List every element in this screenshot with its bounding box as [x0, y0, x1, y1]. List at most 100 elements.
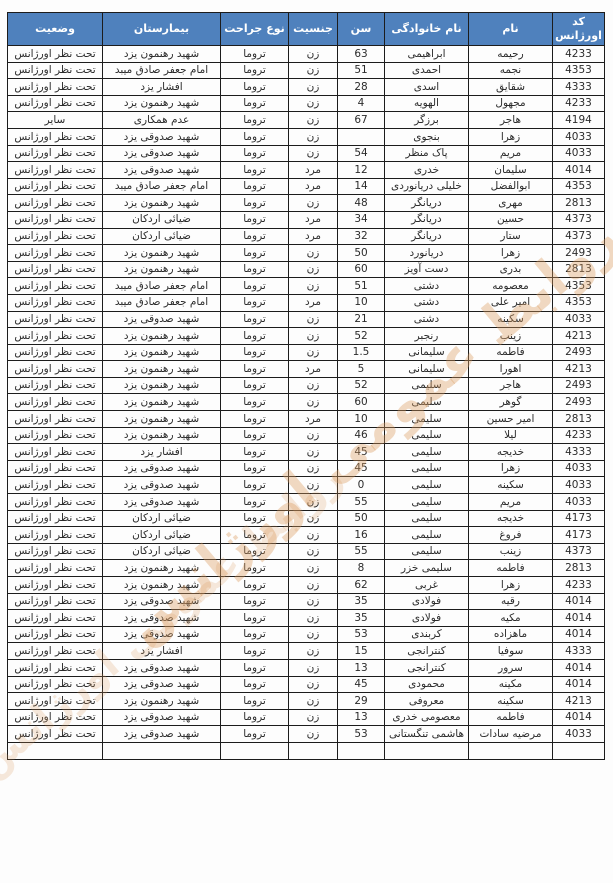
table-cell: تحت نظر اورژانس	[7, 260, 103, 279]
table-cell: فولادی	[384, 609, 469, 627]
table-cell: مریم	[468, 493, 553, 511]
table-row: 2813 بدری دست آویز 60 زن تروما شهید رهنمون یزد…	[7, 260, 605, 279]
table-cell: تروما	[220, 642, 289, 660]
table-cell: سایر	[7, 111, 103, 129]
table-cell: تروما	[220, 310, 289, 329]
table-cell: تروما	[220, 144, 289, 163]
table-cell: 4014	[552, 609, 605, 627]
table-cell: زن	[288, 111, 338, 129]
table-cell: زن	[288, 559, 338, 577]
table-cell: خدیجه	[468, 443, 553, 461]
table-row: 4353 امیر علی دشتی 10 مرد تروما امام جعفر صادق…	[7, 293, 605, 312]
table-cell: زن	[288, 78, 338, 96]
table-cell: مرد	[288, 161, 338, 179]
table-cell: 4014	[552, 161, 605, 179]
table-cell: زهرا	[468, 244, 553, 262]
table-cell: 2813	[552, 559, 605, 577]
table-cell: کنترانجی	[384, 642, 469, 660]
table-cell: زن	[288, 45, 338, 63]
table-cell: تحت نظر اورژانس	[7, 327, 103, 345]
table-cell: 53	[337, 725, 385, 743]
table-cell: تحت نظر اورژانس	[7, 443, 103, 461]
table-cell: 4333	[552, 642, 605, 660]
table-cell	[7, 741, 103, 760]
header-hospital: بیمارستان	[102, 12, 221, 46]
table-cell: برزگر	[384, 111, 469, 129]
table-cell: تحت نظر اورژانس	[7, 609, 103, 627]
table-row: 4173 فروغ سلیمی 16 زن تروما ضیائی اردکان تحت نظ…	[7, 526, 605, 544]
table-cell: مرضیه سادات	[468, 725, 553, 743]
table-cell: 5	[337, 360, 385, 378]
table-cell: 45	[337, 675, 385, 694]
table-cell: تروما	[220, 61, 289, 80]
table-cell: زن	[288, 625, 338, 644]
table-cell: تروما	[220, 542, 289, 561]
table-cell: 4213	[552, 327, 605, 345]
table-cell: زن	[288, 61, 338, 80]
table-cell: دریانورد	[384, 244, 469, 262]
table-cell: 2813	[552, 260, 605, 279]
table-cell: تروما	[220, 625, 289, 644]
table-cell: 4014	[552, 675, 605, 694]
table-cell: 4353	[552, 293, 605, 312]
table-cell: مرد	[288, 410, 338, 428]
table-cell: شهید رهنمون یزد	[102, 194, 221, 212]
table-row: 4014 رقیه فولادی 35 زن تروما شهید صدوقی یزد تحت…	[7, 592, 605, 611]
table-cell: ضیائی اردکان	[102, 509, 221, 528]
table-cell: سکینه	[468, 692, 553, 710]
table-cell: تحت نظر اورژانس	[7, 177, 103, 196]
table-cell: 4353	[552, 177, 605, 196]
table-cell: زن	[288, 642, 338, 660]
table-cell: 8	[337, 559, 385, 577]
table-cell: سلیمی	[384, 459, 469, 478]
table-cell: زن	[288, 376, 338, 395]
table-cell: شهید رهنمون یزد	[102, 343, 221, 362]
table-cell: زهرا	[468, 127, 553, 146]
table-cell: 10	[337, 293, 385, 312]
table-cell: اهورا	[468, 360, 553, 378]
table-cell: تحت نظر اورژانس	[7, 310, 103, 329]
table-cell: تحت نظر اورژانس	[7, 658, 103, 677]
table-cell: سلیمی	[384, 426, 469, 445]
table-cell: 60	[337, 393, 385, 412]
table-cell: خلیلی دریانوردی	[384, 177, 469, 196]
table-cell: 10	[337, 410, 385, 428]
table-cell: مهری	[468, 194, 553, 212]
table-cell: مجهول	[468, 94, 553, 113]
table-cell: تروما	[220, 493, 289, 511]
header-status: وضعیت	[7, 12, 103, 46]
table-row: 4373 حسین دریانگر 34 مرد تروما ضیائی اردکان تحت…	[7, 210, 605, 229]
table-cell: تروما	[220, 443, 289, 461]
table-cell: تروما	[220, 210, 289, 229]
table-cell: بدری	[468, 260, 553, 279]
table-row: 4353 ابوالفضل خلیلی دریانوردی 14 مرد تروما اما…	[7, 177, 605, 196]
table-cell: شقایق	[468, 78, 553, 96]
table-cell: تحت نظر اورژانس	[7, 244, 103, 262]
table-cell: تحت نظر اورژانس	[7, 526, 103, 544]
table-cell: 2813	[552, 194, 605, 212]
table-cell: تروما	[220, 111, 289, 129]
table-cell: 2493	[552, 244, 605, 262]
table-cell: 4173	[552, 509, 605, 528]
table-cell: زن	[288, 343, 338, 362]
table-cell: زهرا	[468, 459, 553, 478]
table-cell: تروما	[220, 244, 289, 262]
table-cell: زن	[288, 675, 338, 694]
table-cell: 0	[337, 476, 385, 495]
table-body: 4233 رحیمه ابراهیمی 63 زن تروما شهید رهنمون یز…	[7, 45, 605, 760]
table-row: 2813 مهری دریانگر 48 زن تروما شهید رهنمون یزد ت…	[7, 194, 605, 212]
table-cell: 13	[337, 708, 385, 727]
table-cell: هاجر	[468, 376, 553, 395]
table-cell: تحت نظر اورژانس	[7, 45, 103, 63]
table-cell: 45	[337, 459, 385, 478]
table-cell: 4033	[552, 310, 605, 329]
table-cell: سلیمی	[384, 509, 469, 528]
table-cell: افشار یزد	[102, 78, 221, 96]
table-cell: شهید رهنمون یزد	[102, 410, 221, 428]
table-row: 4333 شقایق اسدی 28 زن تروما افشار یزد تحت نظر ا…	[7, 78, 605, 96]
table-cell: تحت نظر اورژانس	[7, 161, 103, 179]
table-cell: امام جعفر صادق میبد	[102, 293, 221, 312]
table-cell: تروما	[220, 410, 289, 428]
table-cell: تروما	[220, 227, 289, 246]
table-cell: شهید صدوقی یزد	[102, 658, 221, 677]
